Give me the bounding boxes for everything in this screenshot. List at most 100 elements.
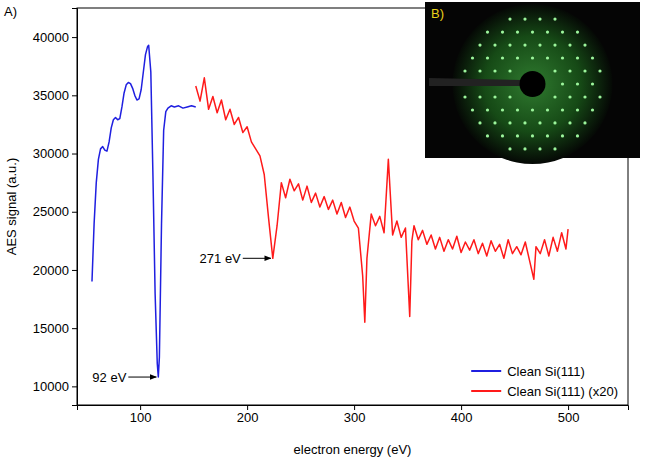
inset-spot — [576, 56, 579, 59]
inset-spot — [501, 108, 504, 111]
y-tick-mark — [72, 328, 77, 329]
inset-label: B) — [431, 6, 444, 21]
inset-spot — [508, 147, 511, 150]
x-tick-label: 400 — [451, 410, 473, 425]
inset-spot — [553, 17, 556, 20]
inset-spot — [553, 147, 556, 150]
inset-spot — [583, 69, 586, 72]
series-line — [92, 45, 196, 377]
inset-spot — [546, 56, 549, 59]
inset-spot — [591, 108, 594, 111]
y-tick: 25000 — [33, 204, 77, 219]
inset-spot — [463, 69, 466, 72]
inset-spot — [478, 43, 481, 46]
y-axis: 10000 15000 20000 25000 30000 35000 40000 — [33, 9, 78, 406]
x-tick: 200 — [237, 405, 259, 425]
inset-spot — [501, 56, 504, 59]
inset-spot — [471, 56, 474, 59]
legend-label: Clean Si(111) — [507, 364, 585, 379]
inset-spot — [561, 30, 564, 33]
inset-spot — [583, 43, 586, 46]
inset-spot — [561, 82, 564, 85]
y-tick-mark — [72, 154, 77, 155]
inset-spot — [538, 121, 541, 124]
legend-item: Clean Si(111) (x20) — [471, 384, 618, 399]
y-tick-mark — [72, 37, 77, 38]
inset-spot — [516, 134, 519, 137]
inset-spot — [531, 108, 534, 111]
y-tick-label: 20000 — [33, 263, 69, 278]
inset-spot — [486, 108, 489, 111]
inset-spot — [568, 69, 571, 72]
legend-label: Clean Si(111) (x20) — [507, 384, 618, 399]
y-tick: 15000 — [33, 321, 77, 336]
inset-spot — [508, 121, 511, 124]
inset-spot — [538, 17, 541, 20]
x-tick: 100 — [130, 405, 152, 425]
annotation-arrow — [128, 377, 156, 378]
inset-spot — [568, 121, 571, 124]
y-tick-label: 25000 — [33, 204, 69, 219]
inset-spot — [508, 95, 511, 98]
inset-spot — [538, 43, 541, 46]
inset-spot — [508, 17, 511, 20]
x-tick: 300 — [344, 405, 366, 425]
panel-label: A) — [4, 4, 17, 19]
inset-spot — [478, 121, 481, 124]
y-tick: 30000 — [33, 146, 77, 161]
inset-spot — [531, 134, 534, 137]
inset-spot — [478, 95, 481, 98]
inset-spot — [583, 95, 586, 98]
leed-inset: B) — [425, 2, 640, 164]
inset-spot — [516, 56, 519, 59]
inset-spot — [516, 30, 519, 33]
x-tick-label: 100 — [130, 410, 152, 425]
x-tick-label: 200 — [237, 410, 259, 425]
inset-spot — [553, 95, 556, 98]
x-tick: 500 — [558, 405, 580, 425]
y-tick-label: 10000 — [33, 379, 69, 394]
y-tick: 35000 — [33, 88, 77, 103]
inset-spot — [576, 108, 579, 111]
inset-spot — [523, 17, 526, 20]
y-tick-label: 35000 — [33, 88, 69, 103]
inset-spot — [486, 56, 489, 59]
inset-spot — [568, 95, 571, 98]
inset-spot — [568, 43, 571, 46]
inset-spot — [598, 95, 601, 98]
inset-spot — [486, 134, 489, 137]
x-axis: 100 200 300 400 500 — [78, 405, 629, 425]
inset-spot — [493, 121, 496, 124]
inset-spot — [501, 134, 504, 137]
inset-spot — [516, 108, 519, 111]
inset-spot — [471, 108, 474, 111]
inset-spot — [591, 82, 594, 85]
inset-spot — [553, 43, 556, 46]
inset-spot — [493, 43, 496, 46]
inset-gun — [520, 71, 546, 97]
y-tick-label: 30000 — [33, 146, 69, 161]
inset-spot — [553, 69, 556, 72]
y-tick: 20000 — [33, 263, 77, 278]
inset-spot — [576, 30, 579, 33]
annotation: 271 eV — [200, 251, 271, 266]
inset-spot — [538, 147, 541, 150]
inset-spot — [493, 69, 496, 72]
inset-spot — [598, 69, 601, 72]
inset-spot — [463, 95, 466, 98]
y-tick: 40000 — [33, 30, 77, 45]
inset-spot — [508, 43, 511, 46]
y-tick-mark — [72, 386, 77, 387]
x-tick-label: 300 — [344, 410, 366, 425]
inset-spot — [546, 108, 549, 111]
inset-spot — [576, 82, 579, 85]
inset-spot — [561, 56, 564, 59]
inset-spot — [508, 69, 511, 72]
annotation-label: 271 eV — [200, 251, 242, 266]
y-tick-mark — [72, 95, 77, 96]
legend-swatch — [471, 370, 501, 372]
inset-spot — [478, 69, 481, 72]
inset-spot — [561, 108, 564, 111]
x-tick-label: 500 — [558, 410, 580, 425]
x-tick: 400 — [451, 405, 473, 425]
